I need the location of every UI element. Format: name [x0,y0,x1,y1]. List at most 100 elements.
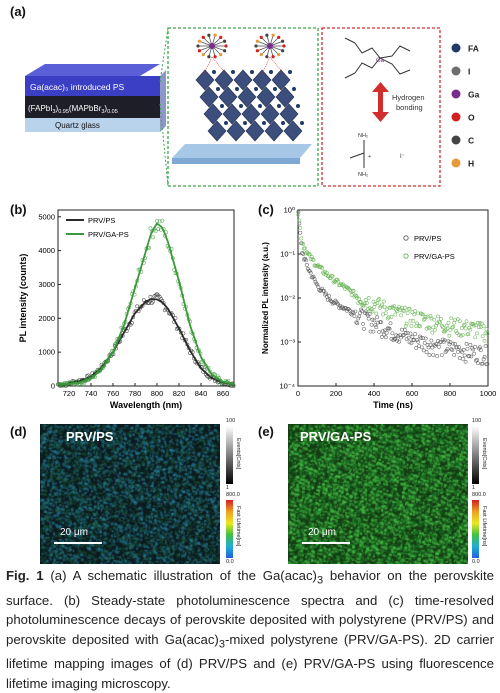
chart-c-point [435,354,439,358]
chart-c-point [416,311,420,316]
layer-bottom-label: Quartz glass [55,121,100,130]
chart-c-point [368,309,373,314]
chart-c-point [376,298,381,302]
chart-c-point [307,252,312,257]
chart-c-point [465,346,470,351]
pbi-octahedron [233,69,253,91]
chart-c-point [373,323,378,328]
chart-c-point [352,314,357,318]
chart-c-point [383,311,388,316]
chart-c-point [480,334,485,339]
map-e-title: PRV/GA-PS [300,429,372,444]
pbi-octahedron [218,86,238,108]
chart-c-point [408,331,413,336]
chart-c-point [481,324,486,329]
atom-dot [265,33,269,37]
chart-c-point [425,342,430,347]
fa-cation-dot [224,121,228,125]
chart-c-xtick: 1000 [480,389,497,398]
chart-c-point [463,326,468,331]
figure-caption: Fig. 1 (a) A schematic illustration of t… [6,568,494,691]
chart-b-xtick: 740 [85,389,98,398]
chart-c-point [434,323,439,328]
chart-b-point [148,226,153,231]
chart-c-point [413,332,418,336]
chart-c-point [383,335,388,340]
chart-c-point [479,321,484,326]
chart-c-point [315,282,320,287]
chart-c-point [404,337,409,341]
chart-c-point [408,318,413,323]
chart-c-point [298,225,303,230]
chart-c-ytick: 10⁰ [284,206,295,215]
chart-c-point [324,270,329,275]
chart-c-point [423,336,428,341]
fa-nh2-bottom: NH₂ [358,172,368,178]
chart-c-point [455,345,459,350]
layer-quartz [25,118,160,132]
chart-c-point [380,334,384,339]
atom-dot [213,33,217,37]
chart-c-point [353,293,358,298]
chart-c-point [422,341,427,345]
chart-c-point [393,312,398,317]
chart-c-point [351,310,356,315]
chart-c-point [469,321,474,326]
pbi-octahedron [237,86,257,108]
chart-c-xtick: 400 [368,389,381,398]
chart-c-point [447,333,452,338]
legend-atom-o-label: O [468,113,475,123]
atom-dot [201,35,205,39]
chart-c-point [362,301,367,306]
atom-dot [265,55,269,59]
chart-c-point [439,353,444,357]
chart-c-point [468,342,473,347]
chart-c-point [460,332,465,337]
chart-c-point [437,344,441,349]
chart-c-point [459,326,464,330]
chart-c-xtick: 200 [330,389,343,398]
chart-c-point [390,331,395,336]
chart-c-point [329,299,334,304]
pbi-octahedron [260,103,280,125]
chart-c-point [362,326,366,331]
legend-atom-ga-label: Ga [468,90,480,100]
ga-atom [209,43,215,49]
chart-c-point [296,212,301,217]
chart-c-point [448,340,453,345]
pbi-octahedron [226,120,246,142]
chart-c-point [455,331,459,335]
chart-c-point [474,358,478,363]
chart-c-point [405,311,410,315]
atom-dot [197,49,201,53]
chart-c-point [374,325,379,330]
chart-c-point [403,324,408,328]
chart-c-point [380,302,384,307]
fa-cation-dot [231,70,235,74]
chart-b-ytick: 0 [51,382,55,391]
chart-c-point [394,333,399,338]
chart-c-point [311,274,316,279]
chart-b-legend-label: PRV/PS [88,216,115,225]
panel-label-c: (c) [258,202,274,217]
chart-c-point [457,319,462,324]
chart-c-point [356,316,361,321]
atom-dot [207,55,211,59]
chart-b-xtick: 800 [151,389,164,398]
chart-c-point [463,359,468,364]
chart-c-legend-marker [403,253,409,259]
chart-b-xlabel: Wavelength (nm) [110,400,182,410]
chart-c-point [431,353,436,357]
atom-dot [207,33,211,37]
chart-c-point [298,230,303,235]
pbi-octahedron [245,120,265,142]
chart-c-point [351,288,356,293]
chart-c-point [420,312,425,317]
chart-c-xtick: 800 [444,389,457,398]
chart-c-point [323,292,327,297]
chart-c-point [468,327,473,332]
chart-c-point [320,266,325,270]
chart-c-point [346,286,351,291]
chart-c-point [311,258,316,263]
chart-c-point [437,319,441,324]
